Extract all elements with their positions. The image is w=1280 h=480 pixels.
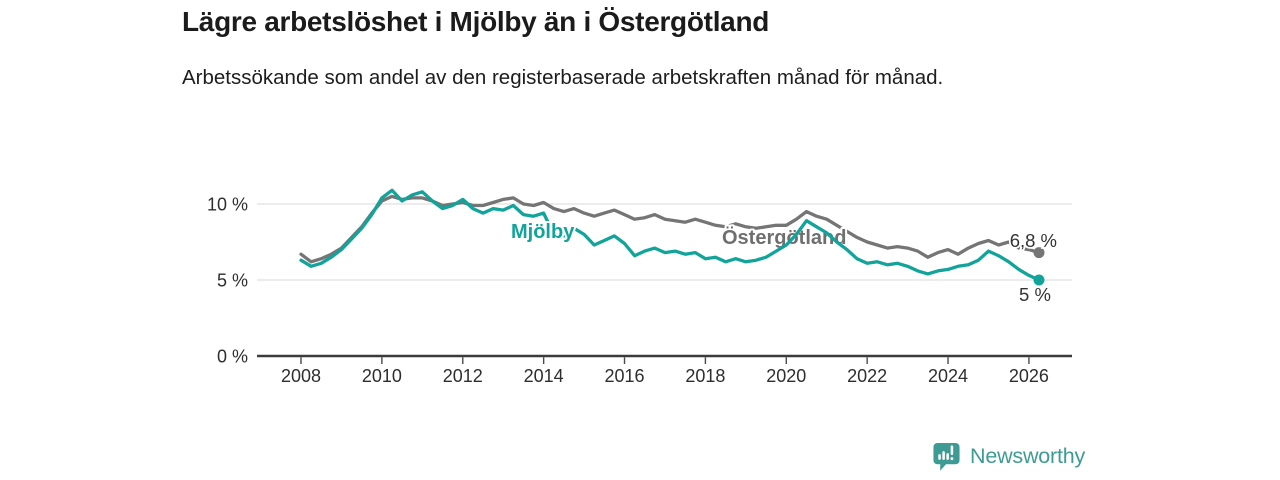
line-chart: 0 % 5 % 10 % 2008 2010 2012 2014 2016 2018 2020 20… xyxy=(207,188,1072,386)
logo-bar-2 xyxy=(942,451,945,460)
x-tick-label: 2016 xyxy=(604,366,644,386)
end-value-label-ostergotland: 6,8 % xyxy=(1010,230,1057,251)
x-tick-label: 2008 xyxy=(281,366,321,386)
chart-header: Lägre arbetslöshet i Mjölby än i Östergö… xyxy=(182,6,943,94)
x-tick-label: 2014 xyxy=(524,366,564,386)
x-tick-label: 2012 xyxy=(443,366,483,386)
series-label-mjolby: Mjölby xyxy=(511,221,575,243)
logo-exclamation-bar xyxy=(950,445,954,456)
x-tick-label: 2026 xyxy=(1009,366,1049,386)
newsworthy-logo-icon xyxy=(933,442,960,471)
series-label-ostergotland: Östergötland xyxy=(722,226,846,249)
chart-subtitle: Arbetssökande som andel av den registerb… xyxy=(182,66,944,89)
x-tick-label: 2018 xyxy=(685,366,725,386)
series-line-ostergotland xyxy=(299,194,1041,264)
logo-exclamation-dot xyxy=(950,457,954,461)
y-tick-label: 5 % xyxy=(217,271,248,291)
y-tick-label: 0 % xyxy=(217,347,248,367)
x-tick-label: 2010 xyxy=(362,366,402,386)
x-tick-label: 2022 xyxy=(847,366,887,386)
brand-name: Newsworthy xyxy=(970,444,1086,468)
logo-bar-1 xyxy=(938,454,941,460)
page-title: Lägre arbetslöshet i Mjölby än i Östergö… xyxy=(182,6,770,37)
x-tick-label: 2020 xyxy=(766,366,806,386)
x-tick-label: 2024 xyxy=(928,366,968,386)
logo-bar-3 xyxy=(946,453,949,460)
series-line-mjolby xyxy=(299,188,1041,282)
end-value-label-mjolby: 5 % xyxy=(1019,284,1051,305)
brand-footer: Newsworthy xyxy=(932,441,1085,472)
series-end-dot-mjolby xyxy=(1033,274,1045,286)
y-tick-label: 10 % xyxy=(207,195,248,215)
series-end-dot-ostergotland xyxy=(1033,247,1045,259)
